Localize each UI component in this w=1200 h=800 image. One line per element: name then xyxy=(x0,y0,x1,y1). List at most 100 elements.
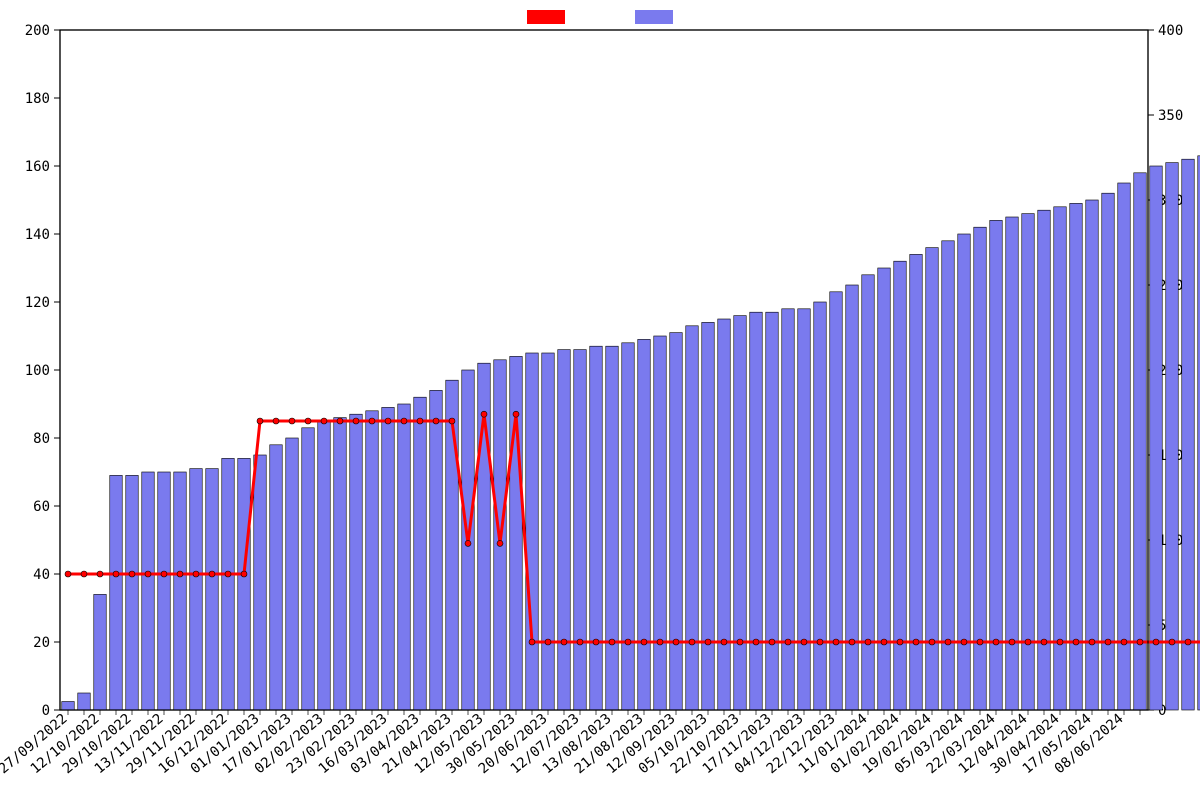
line-marker xyxy=(1041,639,1047,645)
bar xyxy=(670,333,682,710)
bar xyxy=(254,455,266,710)
line-marker xyxy=(1057,639,1063,645)
line-marker xyxy=(1105,639,1111,645)
bar xyxy=(174,472,186,710)
left-axis-tick-label: 120 xyxy=(25,295,50,311)
bar xyxy=(414,397,426,710)
left-axis-tick-label: 60 xyxy=(33,499,50,515)
line-marker xyxy=(881,639,887,645)
bar xyxy=(1006,217,1018,710)
bar xyxy=(1086,200,1098,710)
line-marker xyxy=(241,571,247,577)
bar xyxy=(206,469,218,710)
line-marker xyxy=(305,418,311,424)
line-marker xyxy=(801,639,807,645)
line-marker xyxy=(833,639,839,645)
line-marker xyxy=(641,639,647,645)
bar xyxy=(430,390,442,710)
line-marker xyxy=(625,639,631,645)
line-marker xyxy=(321,418,327,424)
bar xyxy=(94,594,106,710)
bar xyxy=(974,227,986,710)
bar xyxy=(558,350,570,710)
bar xyxy=(830,292,842,710)
left-axis-tick-label: 140 xyxy=(25,227,50,243)
dual-axis-bar-line-chart: 0204060801001201401601802000501001502002… xyxy=(0,0,1200,800)
line-marker xyxy=(465,540,471,546)
line-marker xyxy=(1153,639,1159,645)
bar xyxy=(366,411,378,710)
line-marker xyxy=(497,540,503,546)
left-axis-tick-label: 100 xyxy=(25,363,50,379)
line-marker xyxy=(209,571,215,577)
line-marker xyxy=(961,639,967,645)
line-marker xyxy=(609,639,615,645)
line-marker xyxy=(561,639,567,645)
line-marker xyxy=(1185,639,1191,645)
bar xyxy=(318,421,330,710)
line-marker xyxy=(897,639,903,645)
left-axis-tick-label: 160 xyxy=(25,159,50,175)
legend-line-swatch xyxy=(527,10,565,24)
bar xyxy=(814,302,826,710)
bar xyxy=(270,445,282,710)
line-marker xyxy=(689,639,695,645)
line-marker xyxy=(433,418,439,424)
bar xyxy=(382,407,394,710)
line-marker xyxy=(257,418,263,424)
bar xyxy=(718,319,730,710)
line-marker xyxy=(337,418,343,424)
bar xyxy=(222,458,234,710)
line-marker xyxy=(1089,639,1095,645)
line-marker xyxy=(929,639,935,645)
line-marker xyxy=(513,411,519,417)
bar xyxy=(702,322,714,710)
chart-svg: 0204060801001201401601802000501001502002… xyxy=(0,0,1200,800)
bar xyxy=(78,693,90,710)
bar xyxy=(622,343,634,710)
line-marker xyxy=(993,639,999,645)
bar xyxy=(398,404,410,710)
line-marker xyxy=(849,639,855,645)
bar xyxy=(766,312,778,710)
bar xyxy=(958,234,970,710)
bar xyxy=(542,353,554,710)
line-marker xyxy=(545,639,551,645)
line-marker xyxy=(865,639,871,645)
bar xyxy=(1166,163,1178,710)
bar xyxy=(1054,207,1066,710)
bar xyxy=(590,346,602,710)
line-marker xyxy=(913,639,919,645)
bar xyxy=(782,309,794,710)
line-marker xyxy=(593,639,599,645)
line-marker xyxy=(449,418,455,424)
line-marker xyxy=(1025,639,1031,645)
line-marker xyxy=(177,571,183,577)
bar xyxy=(654,336,666,710)
line-marker xyxy=(97,571,103,577)
line-marker xyxy=(65,571,71,577)
line-marker xyxy=(81,571,87,577)
line-marker xyxy=(705,639,711,645)
line-marker xyxy=(1169,639,1175,645)
bar xyxy=(526,353,538,710)
bar xyxy=(190,469,202,710)
bar xyxy=(110,475,122,710)
bar xyxy=(158,472,170,710)
bar xyxy=(990,220,1002,710)
line-marker xyxy=(289,418,295,424)
left-axis-tick-label: 40 xyxy=(33,567,50,583)
line-marker xyxy=(417,418,423,424)
line-marker xyxy=(1121,639,1127,645)
line-marker xyxy=(161,571,167,577)
line-marker xyxy=(977,639,983,645)
bar xyxy=(350,414,362,710)
legend-bar-swatch xyxy=(635,10,673,24)
bar xyxy=(286,438,298,710)
line-marker xyxy=(657,639,663,645)
bar xyxy=(606,346,618,710)
line-marker xyxy=(673,639,679,645)
line-marker xyxy=(129,571,135,577)
bar xyxy=(510,356,522,710)
line-marker xyxy=(753,639,759,645)
